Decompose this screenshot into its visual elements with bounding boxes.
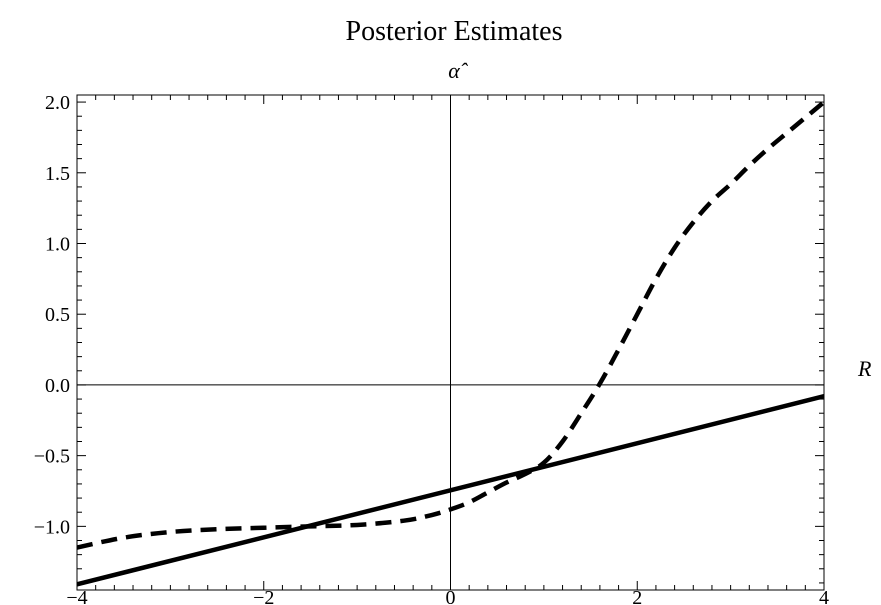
x-tick-label: 4 (819, 587, 829, 605)
series-line-2-dashed (76, 100, 826, 550)
y-tick-label: −0.5 (34, 446, 70, 468)
y-tick-label: 2.0 (45, 92, 70, 114)
y-tick-label: 0.0 (45, 375, 70, 397)
tick-labels: −4 −2 0 2 4 −1.0 −0.5 0.0 0.5 1.0 1.5 2.0 (34, 92, 829, 605)
y-tick-label: 0.5 (45, 304, 70, 326)
series-layer (76, 100, 826, 587)
x-tick-label: −2 (253, 587, 274, 605)
y-tick-label: 1.0 (45, 234, 70, 256)
y-tick-label: 1.5 (45, 163, 70, 185)
tick-marks (76, 95, 825, 590)
x-tick-label: 0 (446, 587, 456, 605)
x-axis-label: R (857, 356, 872, 381)
x-tick-label: 2 (632, 587, 642, 605)
series-line-1-solid (76, 394, 825, 587)
chart-title: Posterior Estimates (346, 16, 563, 47)
x-tick-label: −4 (66, 587, 87, 605)
y-axis-label: α̂ (448, 58, 469, 83)
y-tick-label: −1.0 (34, 516, 70, 538)
